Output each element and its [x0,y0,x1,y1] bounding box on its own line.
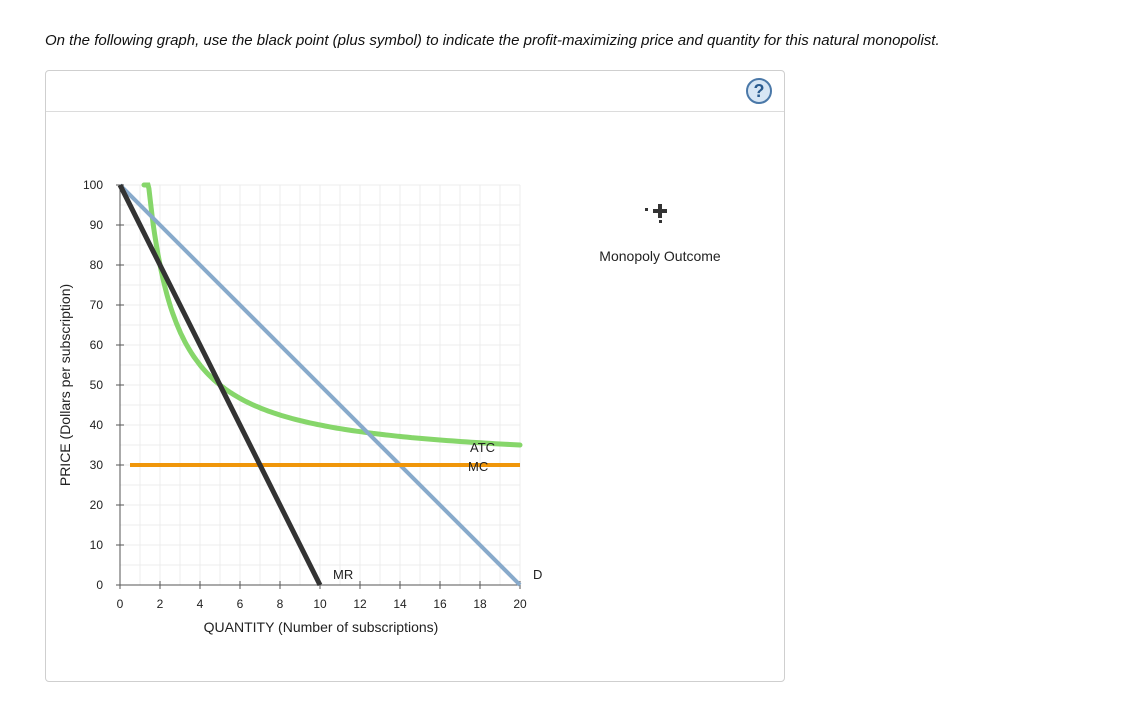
legend-label-monopoly-outcome: Monopoly Outcome [599,248,721,264]
chart-axes: 0 2 4 6 8 10 12 14 16 18 20 0 10 20 30 40 50 60 70 80 90 100 [83,178,527,611]
curve-label-mr: MR [333,567,353,582]
y-axis-title: PRICE (Dollars per subscription) [57,284,73,486]
x-tick-label: 0 [117,597,124,611]
x-tick-label: 12 [353,597,367,611]
plus-point-icon-horizontal [653,209,667,213]
y-tick-label: 30 [90,458,104,472]
monopoly-outcome-tool[interactable] [645,204,667,223]
mr-curve [117,183,323,587]
x-tick-label: 14 [393,597,407,611]
y-tick-label: 10 [90,538,104,552]
x-tick-label: 4 [197,597,204,611]
y-tick-label: 20 [90,498,104,512]
y-tick-label: 100 [83,178,103,192]
y-tick-label: 60 [90,338,104,352]
plus-point-icon-dot-b [659,220,662,223]
atc-curve [141,182,523,448]
curve-label-mc: MC [468,459,488,474]
x-tick-label: 20 [513,597,527,611]
plus-point-icon-dot-a [645,208,648,211]
x-tick-label: 18 [473,597,487,611]
x-tick-label: 8 [277,597,284,611]
graph-panel: ? [45,70,785,682]
x-tick-label: 2 [157,597,164,611]
demand-curve [118,183,522,587]
y-tick-label: 80 [90,258,104,272]
chart-grid [120,184,521,585]
chart-curves [117,182,523,587]
instruction-text: On the following graph, use the black po… [45,32,940,49]
curve-label-atc: ATC [470,440,495,455]
x-tick-label: 10 [313,597,327,611]
y-tick-label: 0 [96,578,103,592]
y-tick-label: 50 [90,378,104,392]
y-tick-label: 90 [90,218,104,232]
x-tick-label: 6 [237,597,244,611]
y-tick-label: 70 [90,298,104,312]
curve-label-d: D [533,567,542,582]
x-axis-title: QUANTITY (Number of subscriptions) [204,619,439,635]
x-tick-label: 16 [433,597,447,611]
y-tick-label: 40 [90,418,104,432]
panel-header: ? [46,71,784,112]
chart-labels: ATC MC MR D [333,440,542,582]
help-button[interactable]: ? [746,78,772,104]
